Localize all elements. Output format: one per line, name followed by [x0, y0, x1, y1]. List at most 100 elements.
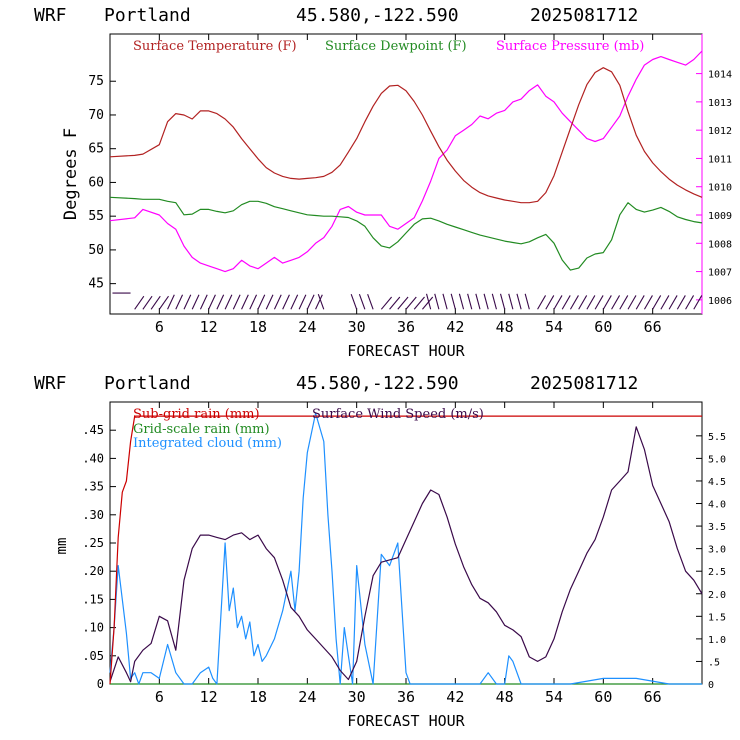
- bottom-chart: 6 12 18 24 30 36 42 48 54 60 66 0 .05 .10 .15 .20 .25 .3…: [54, 401, 726, 730]
- wind-barb: [425, 293, 432, 310]
- wind-barb: [405, 296, 417, 310]
- wind-barb: [290, 294, 299, 310]
- wind-barb: [216, 294, 225, 310]
- y-left-tick-label: 55: [88, 209, 104, 224]
- wind-barb: [413, 296, 425, 310]
- y-left-tick-label: 45: [88, 277, 104, 292]
- x-tick-label: 66: [644, 318, 662, 336]
- top-series-lines: [109, 50, 703, 273]
- wind-barb: [619, 295, 629, 310]
- wind-barb: [142, 295, 153, 310]
- legend-dewpoint: Surface Dewpoint (F): [325, 39, 467, 54]
- legend-pressure: Surface Pressure (mb): [496, 39, 644, 54]
- wind-barb: [602, 295, 612, 310]
- wind-barb: [422, 296, 434, 310]
- top-location-label: Portland: [104, 5, 191, 26]
- wind-barb: [257, 294, 266, 310]
- wind-barb: [524, 293, 530, 310]
- wind-barb: [265, 294, 274, 310]
- bottom-y-right-ticks: 0 .5 1.0 1.5 2.0 2.5 3.0 3.5 4.0 4.5 5.0 5.5: [696, 432, 726, 691]
- top-y-axis-label: Degrees F: [61, 128, 81, 220]
- y-right-tick-label: 1006: [708, 296, 732, 307]
- x-tick-label: 12: [200, 318, 218, 336]
- y-left-tick-label: .30: [82, 508, 104, 522]
- x-tick-label: 60: [594, 688, 612, 706]
- y-left-tick-label: 75: [88, 74, 104, 89]
- wind-barb: [183, 294, 192, 310]
- y-left-tick-label: 50: [88, 243, 104, 258]
- x-tick-label: 30: [348, 688, 366, 706]
- x-tick-label: 66: [644, 688, 662, 706]
- y-right-tick-label: 1010: [708, 183, 732, 194]
- y-right-tick-label: 3.0: [708, 545, 726, 556]
- x-tick-label: 24: [298, 318, 316, 336]
- x-tick-label: 30: [348, 318, 366, 336]
- y-left-tick-label: .25: [82, 536, 104, 550]
- wind-barb: [475, 293, 481, 310]
- wind-barb: [167, 294, 175, 310]
- wind-barb: [232, 294, 241, 310]
- legend-gridscale-rain: Grid-scale rain (mm): [133, 422, 270, 437]
- y-left-tick-label: 70: [88, 108, 104, 123]
- y-left-tick-label: .35: [82, 480, 104, 494]
- wind-barb: [561, 295, 571, 310]
- x-tick-label: 54: [545, 688, 563, 706]
- x-tick-label: 6: [155, 688, 164, 706]
- x-tick-label: 12: [200, 688, 218, 706]
- pressure-line: [109, 50, 703, 273]
- top-y-left-ticks: 45 50 55 60 65 70 75: [88, 74, 116, 292]
- wind-barb: [358, 294, 366, 310]
- wind-barb: [499, 293, 506, 310]
- y-right-tick-label: 1014: [708, 70, 732, 81]
- legend-temperature: Surface Temperature (F): [133, 39, 297, 54]
- y-right-tick-label: 2.0: [708, 590, 726, 601]
- top-coords-label: 45.580,-122.590: [296, 5, 459, 26]
- y-right-tick-label: 5.0: [708, 454, 726, 465]
- y-right-tick-label: 5.5: [708, 432, 726, 443]
- top-x-ticks: 6 12 18 24 30 36 42 48 54 60 66: [155, 34, 662, 336]
- wind-barb: [306, 294, 315, 310]
- wind-barb: [611, 295, 621, 310]
- x-tick-label: 36: [397, 318, 415, 336]
- y-right-tick-label: 1009: [708, 211, 732, 222]
- integrated-cloud-line: [109, 412, 702, 685]
- legend-subgrid-rain: Sub-grid rain (mm): [133, 407, 260, 422]
- y-right-tick-label: 1012: [708, 126, 732, 137]
- bottom-y-axis-label: mm: [54, 538, 70, 555]
- bottom-y-left-ticks: 0 .05 .10 .15 .20 .25 .30 .35 .40 .45: [82, 423, 116, 691]
- wind-barb: [350, 294, 358, 310]
- top-header: WRF Portland 45.580,-122.590 2025081712: [34, 5, 638, 26]
- x-tick-label: 42: [446, 318, 464, 336]
- wind-barb: [467, 293, 473, 310]
- dewpoint-line: [109, 196, 703, 271]
- wind-barb: [224, 294, 233, 310]
- x-tick-label: 48: [496, 688, 514, 706]
- wind-barb: [434, 293, 440, 310]
- y-left-tick-label: 60: [88, 175, 104, 190]
- x-tick-label: 48: [496, 318, 514, 336]
- wind-barb: [491, 293, 497, 310]
- top-y-right-ticks: 1006 1007 1008 1009 1010 1011 1012 1013 1014: [696, 70, 732, 307]
- wind-barb: [380, 296, 393, 310]
- bottom-model-label: WRF: [34, 373, 67, 394]
- y-right-tick-label: 4.5: [708, 477, 726, 488]
- y-right-tick-label: .5: [708, 657, 720, 668]
- temperature-line: [109, 67, 703, 204]
- wind-barb: [273, 294, 282, 310]
- top-model-label: WRF: [34, 5, 67, 26]
- y-left-tick-label: .40: [82, 451, 104, 465]
- y-left-tick-label: .05: [82, 649, 104, 663]
- wind-barb: [537, 295, 547, 310]
- x-tick-label: 18: [249, 688, 267, 706]
- bottom-x-ticks: 6 12 18 24 30 36 42 48 54 60 66: [155, 402, 662, 706]
- wind-barb: [450, 293, 456, 310]
- bottom-coords-label: 45.580,-122.590: [296, 373, 459, 394]
- wind-barb: [693, 295, 703, 310]
- y-right-tick-label: 1008: [708, 239, 732, 250]
- top-x-axis-label: FORECAST HOUR: [347, 342, 465, 360]
- wind-barb: [668, 295, 678, 310]
- wind-barb: [191, 294, 200, 310]
- wind-barb: [545, 295, 555, 310]
- wind-barb: [367, 294, 374, 310]
